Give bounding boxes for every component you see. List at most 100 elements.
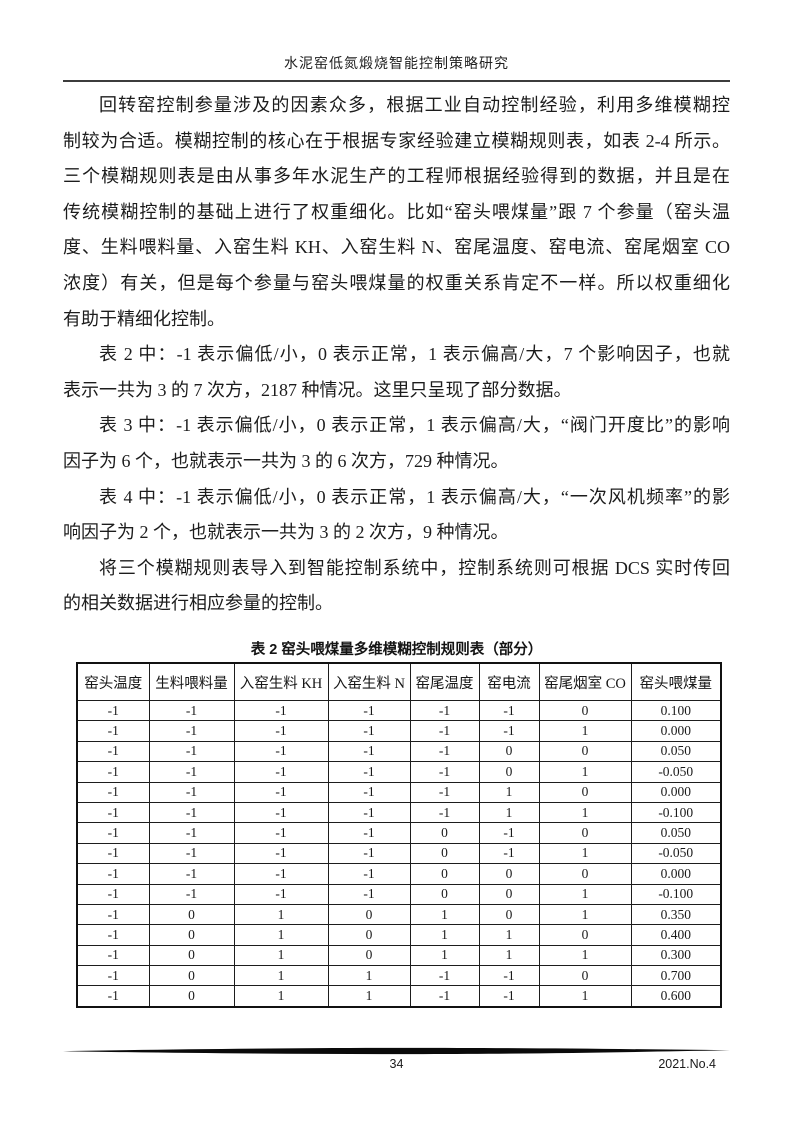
table-cell: 0 bbox=[409, 842, 480, 865]
table-cell: -0.050 bbox=[630, 842, 722, 865]
table-row: -1 -1 -1 -1 -1 0 0 0.050 bbox=[76, 740, 722, 763]
table-cell: 0.600 bbox=[630, 985, 722, 1008]
table-cell: -1 bbox=[327, 781, 411, 803]
table-cell: 1 bbox=[409, 903, 480, 926]
table-cell: -0.050 bbox=[630, 761, 722, 783]
table-cell: 0 bbox=[478, 883, 540, 905]
table-cell: -1 bbox=[148, 842, 235, 865]
table-cell: -0.100 bbox=[630, 883, 722, 905]
table-cell: 0 bbox=[327, 903, 411, 926]
table-cell: -1 bbox=[327, 740, 411, 763]
paragraph-line: 表 3 中：-1 表示偏低/小，0 表示正常，1 表示偏高/大，“阀门开度比”的… bbox=[99, 415, 730, 436]
table-cell: 0 bbox=[327, 944, 411, 967]
table-cell: -1 bbox=[148, 883, 235, 905]
table-row: -1 0 1 1 -1 -1 0 0.700 bbox=[76, 965, 722, 987]
table-cell: 1 bbox=[233, 924, 329, 946]
table-cell: -1 bbox=[478, 842, 540, 865]
page-number: 34 bbox=[389, 1057, 404, 1071]
table-cell: 0 bbox=[478, 903, 540, 926]
table-cell: -1 bbox=[148, 740, 235, 763]
table-header-cell: 窑尾烟室 CO bbox=[538, 662, 632, 701]
table-cell: -1 bbox=[478, 965, 540, 987]
body-text: 回转窑控制参量涉及的因素众多，根据工业自动控制经验，利用多维模糊控 制较为合适。模… bbox=[63, 88, 730, 622]
paragraph-line: 响因子为 2 个，也就表示一共为 3 的 2 次方，9 种情况。 bbox=[63, 522, 509, 543]
table-cell: -1 bbox=[148, 720, 235, 742]
table-cell: -1 bbox=[409, 699, 480, 722]
table-cell: 1 bbox=[538, 801, 632, 824]
table-cell: -1 bbox=[148, 822, 235, 844]
paragraph-line: 表 2 中：-1 表示偏低/小，0 表示正常，1 表示偏高/大，7 个影响因子，… bbox=[99, 344, 730, 365]
table-cell: -1 bbox=[76, 720, 150, 742]
table-cell: 0.050 bbox=[630, 822, 722, 844]
table-cell: -1 bbox=[478, 985, 540, 1008]
table-cell: 0 bbox=[538, 781, 632, 803]
table-cell: 0 bbox=[538, 924, 632, 946]
table-cell: 0.000 bbox=[630, 720, 722, 742]
table-cell: 1 bbox=[478, 924, 540, 946]
table-cell: -1 bbox=[327, 761, 411, 783]
table-header-row: 窑头温度 生料喂料量 入窑生料 KH 入窑生料 N 窑尾温度 窑电流 窑尾烟室 CO 窑头喂煤… bbox=[76, 662, 722, 701]
table-header-cell: 入窑生料 KH bbox=[233, 662, 329, 701]
table-cell: -1 bbox=[233, 801, 329, 824]
table-cell: -1 bbox=[233, 699, 329, 722]
paragraph-line: 度、生料喂料量、入窑生料 KH、入窑生料 N、窑尾温度、窑电流、窑尾烟室 CO bbox=[63, 237, 730, 258]
table-row: -1 -1 -1 -1 0 -1 1 -0.050 bbox=[76, 842, 722, 865]
paragraph-line: 浓度）有关，但是每个参量与窑头喂煤量的权重关系肯定不一样。所以权重细化 bbox=[63, 272, 730, 293]
table-row: -1 -1 -1 -1 0 -1 0 0.050 bbox=[76, 822, 722, 844]
paragraph-line: 三个模糊规则表是由从事多年水泥生产的工程师根据经验得到的数据，并且是在 bbox=[63, 166, 730, 187]
table-cell: -1 bbox=[409, 761, 480, 783]
table-cell: 0.100 bbox=[630, 699, 722, 722]
table-cell: 1 bbox=[538, 903, 632, 926]
table-cell: -1 bbox=[409, 781, 480, 803]
table-cell: 1 bbox=[478, 781, 540, 803]
table-cell: -1 bbox=[148, 863, 235, 885]
table-row: -1 0 1 0 1 1 0 0.400 bbox=[76, 924, 722, 946]
table-cell: 0 bbox=[409, 883, 480, 905]
footer-divider-bar bbox=[63, 1047, 730, 1055]
table-cell: 1 bbox=[538, 720, 632, 742]
table-cell: 0.050 bbox=[630, 740, 722, 763]
table-cell: 1 bbox=[233, 903, 329, 926]
table-cell: -1 bbox=[76, 883, 150, 905]
issue-label: 2021.No.4 bbox=[658, 1057, 716, 1071]
table-cell: -1 bbox=[478, 720, 540, 742]
paragraph-line: 因子为 6 个，也就表示一共为 3 的 6 次方，729 种情况。 bbox=[63, 450, 509, 471]
table-cell: 0 bbox=[478, 761, 540, 783]
table-cell: -1 bbox=[76, 801, 150, 824]
table-cell: -1 bbox=[327, 883, 411, 905]
table-row: -1 0 1 1 -1 -1 1 0.600 bbox=[76, 985, 722, 1008]
table-cell: -0.100 bbox=[630, 801, 722, 824]
table-row: -1 0 1 0 1 0 1 0.350 bbox=[76, 903, 722, 926]
table-cell: 0.350 bbox=[630, 903, 722, 926]
table-row: -1 0 1 0 1 1 1 0.300 bbox=[76, 944, 722, 967]
table-cell: -1 bbox=[76, 699, 150, 722]
table-cell: 1 bbox=[233, 965, 329, 987]
paragraph-line: 的相关数据进行相应参量的控制。 bbox=[63, 593, 333, 614]
table-header-cell: 窑头温度 bbox=[76, 662, 150, 701]
paragraph-line: 有助于精细化控制。 bbox=[63, 308, 225, 329]
table-cell: 0 bbox=[538, 822, 632, 844]
paragraph-line: 制较为合适。模糊控制的核心在于根据专家经验建立模糊规则表，如表 2-4 所示。 bbox=[63, 130, 730, 151]
table-cell: 1 bbox=[538, 944, 632, 967]
table-header-cell: 入窑生料 N bbox=[327, 662, 411, 701]
table-cell: 0 bbox=[478, 863, 540, 885]
table-cell: -1 bbox=[409, 965, 480, 987]
table-cell: -1 bbox=[148, 801, 235, 824]
table-row: -1 -1 -1 -1 -1 -1 0 0.100 bbox=[76, 699, 722, 722]
table-cell: 0 bbox=[538, 863, 632, 885]
table-cell: 1 bbox=[409, 924, 480, 946]
table-cell: 1 bbox=[538, 883, 632, 905]
table-cell: -1 bbox=[76, 903, 150, 926]
table-cell: -1 bbox=[233, 822, 329, 844]
table-cell: 0 bbox=[148, 924, 235, 946]
paragraph-line: 将三个模糊规则表导入到智能控制系统中，控制系统则可根据 DCS 实时传回 bbox=[99, 557, 730, 578]
header-divider-rule bbox=[63, 80, 730, 82]
table-cell: 1 bbox=[478, 801, 540, 824]
table-cell: -1 bbox=[76, 965, 150, 987]
table-header-cell: 窑头喂煤量 bbox=[630, 662, 722, 701]
paragraph-line: 传统模糊控制的基础上进行了权重细化。比如“窑头喂煤量”跟 7 个参量（窑头温 bbox=[63, 201, 730, 222]
table-cell: 0.000 bbox=[630, 781, 722, 803]
table-cell: 0 bbox=[148, 965, 235, 987]
table-cell: -1 bbox=[409, 801, 480, 824]
table-cell: -1 bbox=[233, 842, 329, 865]
